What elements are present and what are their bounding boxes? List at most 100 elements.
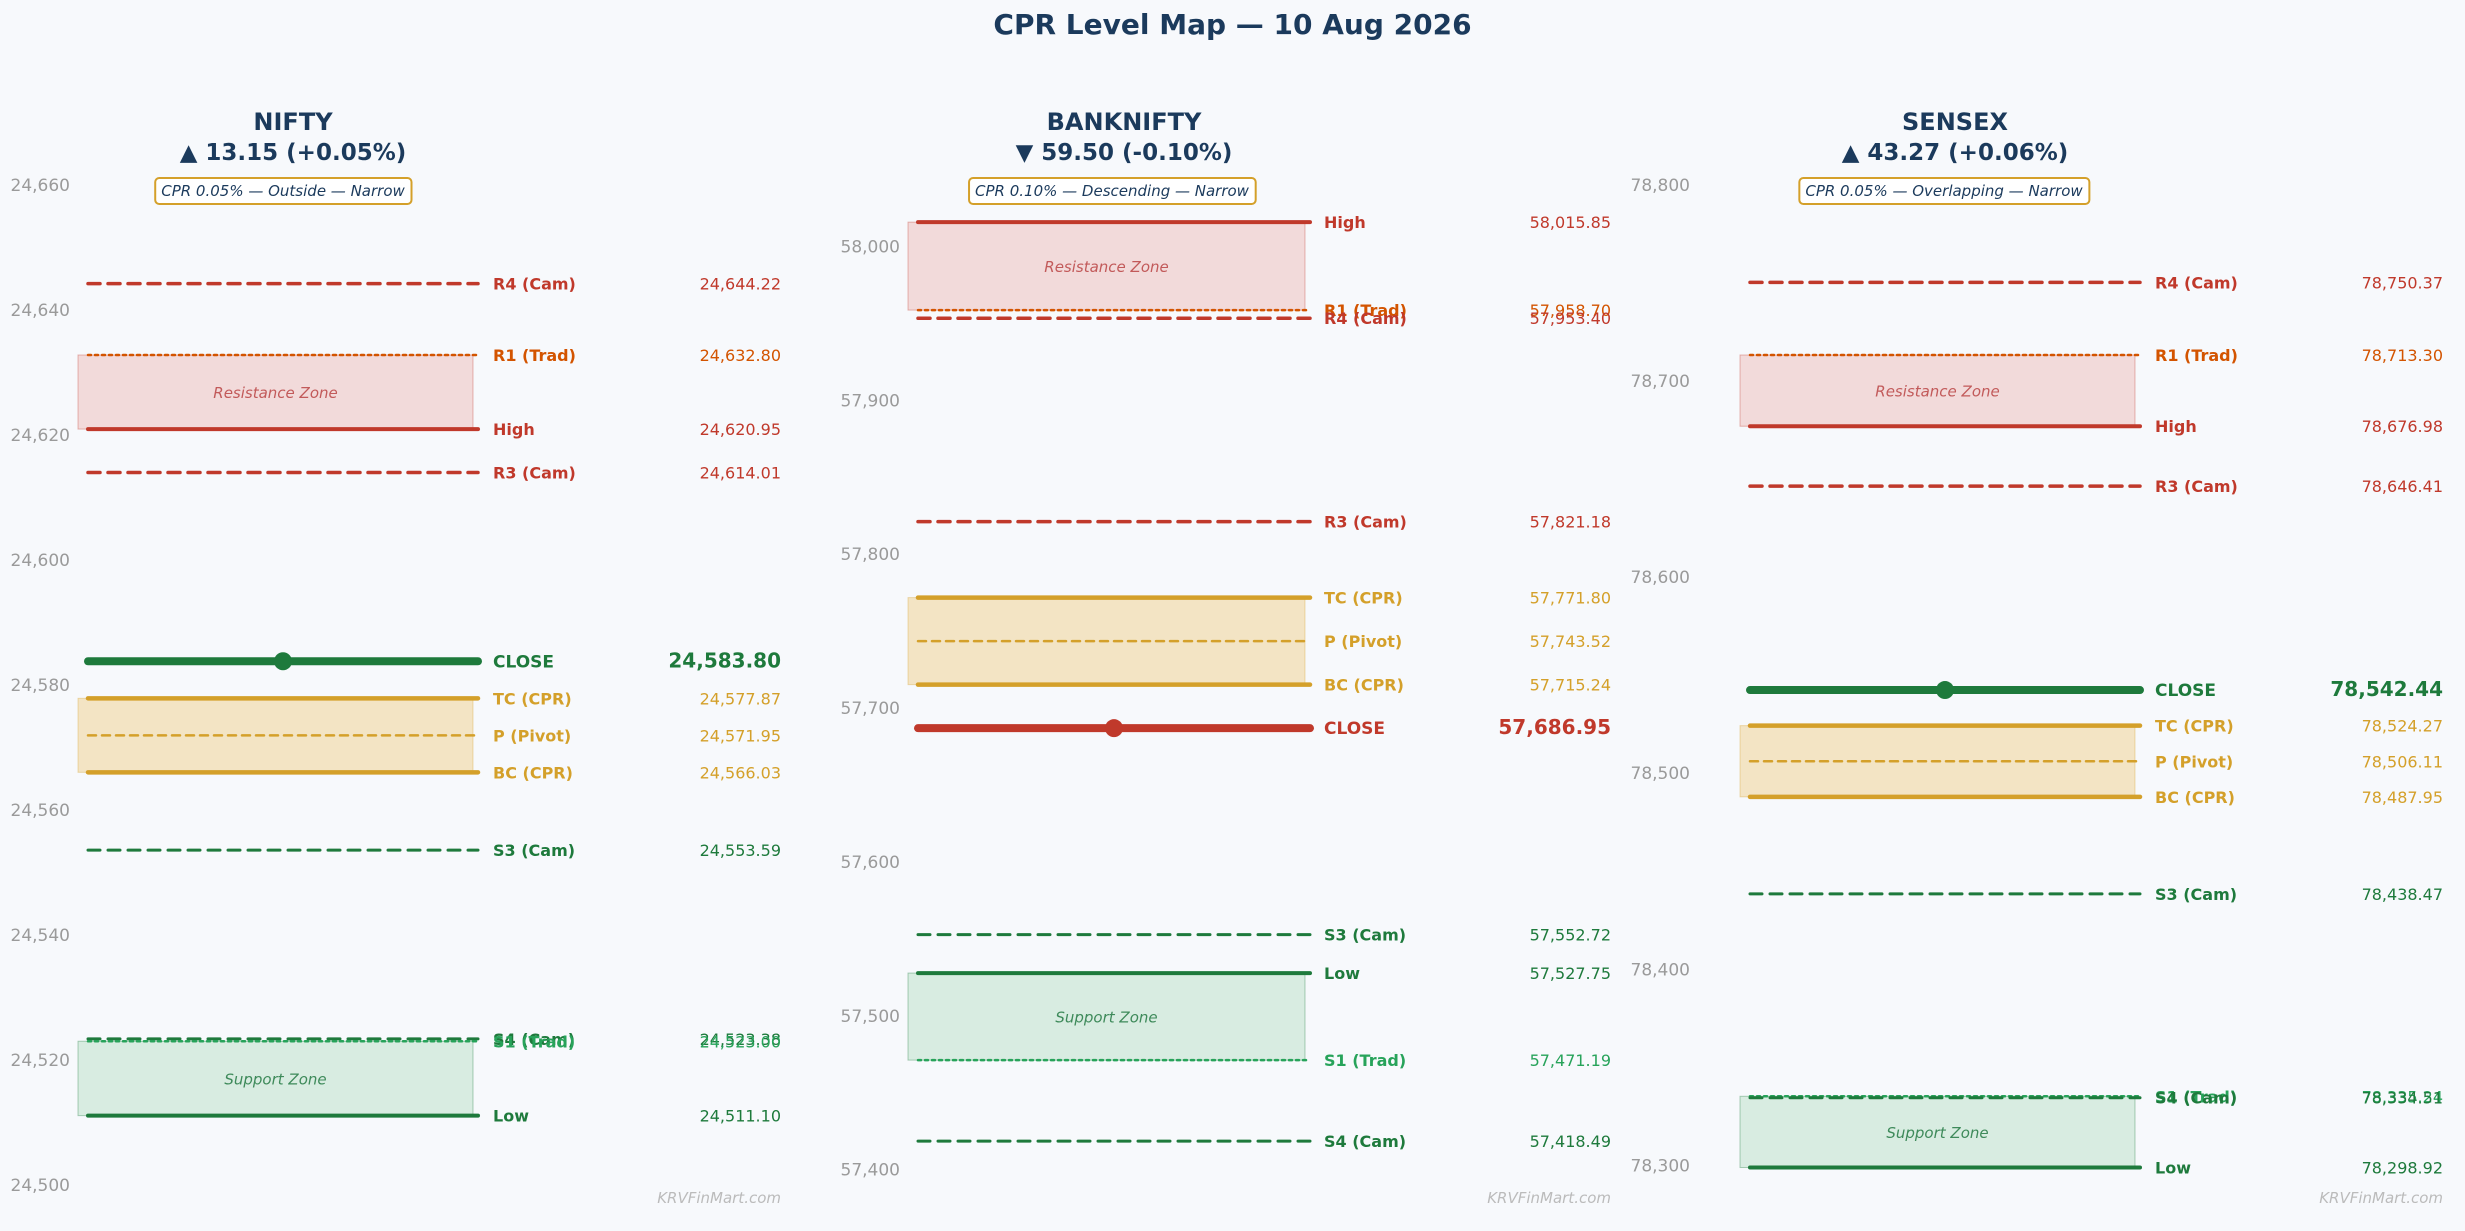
cpr-note-box-nifty: [154, 177, 413, 205]
level-sensex-p-pivot-label: P (Pivot): [2155, 752, 2233, 771]
resistance-zone-banknifty-label: Resistance Zone: [1044, 258, 1168, 276]
level-sensex-close-value: 78,542.44: [2330, 677, 2443, 701]
level-nifty-s4-cam-value: 24,523.38: [700, 1030, 781, 1049]
watermark-sensex: KRVFinMart.com: [2319, 1189, 2443, 1207]
level-banknifty-s3-cam-value: 57,552.72: [1530, 926, 1611, 945]
level-nifty-high-label: High: [493, 420, 535, 439]
level-sensex-high-value: 78,676.98: [2362, 417, 2443, 436]
level-banknifty-s1-trad-label: S1 (Trad): [1324, 1051, 1406, 1070]
level-nifty-s1-trad-label: S1 (Trad): [493, 1032, 575, 1051]
y-tick-nifty-24660: 24,660: [11, 176, 70, 196]
panel-change-sensex: ▲ 43.27 (+0.06%): [1842, 140, 2069, 166]
y-tick-nifty-24540: 24,540: [11, 926, 70, 946]
cpr-note-nifty: CPR 0.05% — Outside — Narrow: [161, 182, 405, 200]
y-tick-nifty-24580: 24,580: [11, 676, 70, 696]
level-banknifty-r4-cam-value: 57,953.40: [1530, 309, 1611, 328]
y-tick-sensex-78500: 78,500: [1631, 764, 1690, 784]
y-tick-banknifty-57400: 57,400: [841, 1161, 900, 1181]
y-tick-banknifty-57500: 57,500: [841, 1007, 900, 1027]
level-sensex-bc-cpr-value: 78,487.95: [2362, 788, 2443, 807]
y-tick-banknifty-57900: 57,900: [841, 391, 900, 411]
level-nifty-p-pivot-value: 24,571.95: [700, 726, 781, 745]
level-banknifty-high-value: 58,015.85: [1530, 213, 1611, 232]
support-zone-banknifty: [907, 972, 1306, 1061]
level-banknifty-s4-cam-label: S4 (Cam): [1324, 1132, 1406, 1151]
cpr-note-box-banknifty: [968, 177, 1257, 205]
y-tick-sensex-78600: 78,600: [1631, 568, 1690, 588]
y-tick-banknifty-57700: 57,700: [841, 699, 900, 719]
level-sensex-s1-trad-label: S1 (Trad): [2155, 1087, 2237, 1106]
resistance-zone-sensex-label: Resistance Zone: [1875, 383, 1999, 401]
cpr-note-banknifty: CPR 0.10% — Descending — Narrow: [975, 182, 1250, 200]
level-nifty-low-value: 24,511.10: [700, 1107, 781, 1126]
y-tick-nifty-24500: 24,500: [11, 1176, 70, 1196]
y-tick-banknifty-57600: 57,600: [841, 853, 900, 873]
level-sensex-s3-cam-label: S3 (Cam): [2155, 885, 2237, 904]
level-banknifty-s1-trad-value: 57,471.19: [1530, 1051, 1611, 1070]
y-tick-sensex-78700: 78,700: [1631, 372, 1690, 392]
level-banknifty-high-label: High: [1324, 213, 1366, 232]
level-sensex-s1-trad-value: 78,335.24: [2362, 1087, 2443, 1106]
level-nifty-bc-cpr-value: 24,566.03: [700, 763, 781, 782]
y-tick-banknifty-57800: 57,800: [841, 545, 900, 565]
level-banknifty-r3-cam-value: 57,821.18: [1530, 513, 1611, 532]
level-nifty-s4-cam-label: S4 (Cam): [493, 1030, 575, 1049]
level-banknifty-tc-cpr-value: 57,771.80: [1530, 589, 1611, 608]
level-sensex-tc-cpr-value: 78,524.27: [2362, 717, 2443, 736]
level-banknifty-r4-cam-label: R4 (Cam): [1324, 309, 1407, 328]
cpr-note-box-sensex: [1798, 177, 2091, 205]
y-tick-sensex-78400: 78,400: [1631, 960, 1690, 980]
level-banknifty-r3-cam-label: R3 (Cam): [1324, 513, 1407, 532]
level-nifty-r4-cam-label: R4 (Cam): [493, 275, 576, 294]
y-tick-banknifty-58000: 58,000: [841, 238, 900, 258]
y-tick-sensex-78300: 78,300: [1631, 1156, 1690, 1176]
level-sensex-r3-cam-label: R3 (Cam): [2155, 477, 2238, 496]
watermark-nifty: KRVFinMart.com: [657, 1189, 781, 1207]
level-sensex-close-label: CLOSE: [2155, 681, 2216, 701]
level-banknifty-bc-cpr-value: 57,715.24: [1530, 676, 1611, 695]
level-sensex-low-value: 78,298.92: [2362, 1159, 2443, 1178]
support-zone-sensex-label: Support Zone: [1886, 1124, 1988, 1142]
level-sensex-close-marker: [1936, 681, 1954, 700]
panel-title-nifty: NIFTY: [253, 108, 333, 136]
level-sensex-r3-cam-value: 78,646.41: [2362, 477, 2443, 496]
level-nifty-s1-trad-value: 24,523.00: [700, 1032, 781, 1051]
level-nifty-tc-cpr-value: 24,577.87: [700, 689, 781, 708]
level-sensex-s4-cam-value: 78,334.51: [2362, 1089, 2443, 1108]
resistance-zone-nifty: [77, 354, 474, 430]
level-nifty-close-marker: [274, 652, 292, 671]
level-nifty-s3-cam-value: 24,553.59: [700, 841, 781, 860]
panel-change-nifty: ▲ 13.15 (+0.05%): [180, 140, 407, 166]
level-nifty-tc-cpr-label: TC (CPR): [493, 689, 572, 708]
y-tick-nifty-24640: 24,640: [11, 301, 70, 321]
level-banknifty-close-value: 57,686.95: [1498, 715, 1611, 739]
y-tick-nifty-24600: 24,600: [11, 551, 70, 571]
level-nifty-low-label: Low: [493, 1107, 529, 1126]
level-banknifty-tc-cpr-label: TC (CPR): [1324, 589, 1403, 608]
resistance-zone-nifty-label: Resistance Zone: [213, 384, 337, 402]
level-sensex-r4-cam-label: R4 (Cam): [2155, 273, 2238, 292]
support-zone-banknifty-label: Support Zone: [1055, 1009, 1157, 1027]
level-sensex-tc-cpr-label: TC (CPR): [2155, 717, 2234, 736]
level-banknifty-s4-cam-value: 57,418.49: [1530, 1132, 1611, 1151]
level-nifty-r4-cam-value: 24,644.22: [700, 275, 781, 294]
level-banknifty-s3-cam-label: S3 (Cam): [1324, 926, 1406, 945]
level-nifty-r3-cam-label: R3 (Cam): [493, 463, 576, 482]
y-tick-nifty-24620: 24,620: [11, 426, 70, 446]
level-banknifty-r1-trad-value: 57,958.70: [1530, 301, 1611, 320]
y-tick-sensex-78800: 78,800: [1631, 176, 1690, 196]
level-sensex-r1-trad-label: R1 (Trad): [2155, 346, 2238, 365]
level-sensex-s3-cam-value: 78,438.47: [2362, 885, 2443, 904]
support-zone-nifty: [77, 1040, 474, 1117]
level-sensex-high-label: High: [2155, 417, 2197, 436]
panel-change-banknifty: ▼ 59.50 (-0.10%): [1016, 140, 1233, 166]
resistance-zone-sensex: [1739, 354, 2136, 427]
level-nifty-bc-cpr-label: BC (CPR): [493, 763, 573, 782]
level-banknifty-close-marker: [1105, 719, 1123, 738]
level-nifty-r3-cam-value: 24,614.01: [700, 463, 781, 482]
level-sensex-r4-cam-value: 78,750.37: [2362, 273, 2443, 292]
level-banknifty-p-pivot-label: P (Pivot): [1324, 632, 1402, 651]
watermark-banknifty: KRVFinMart.com: [1487, 1189, 1611, 1207]
level-sensex-r1-trad-value: 78,713.30: [2362, 346, 2443, 365]
